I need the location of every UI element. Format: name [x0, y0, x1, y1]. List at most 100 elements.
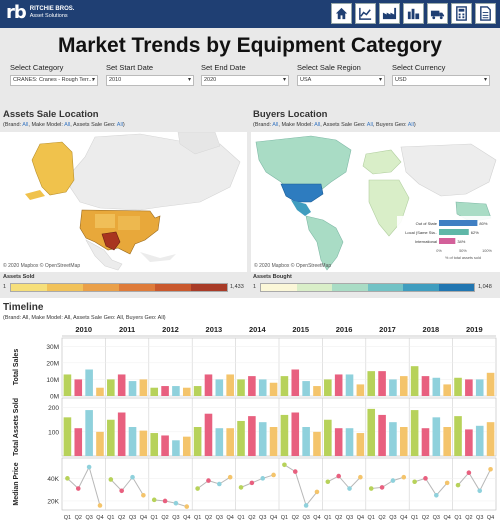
timeline-bar[interactable]	[248, 376, 256, 396]
timeline-bar[interactable]	[128, 427, 137, 456]
timeline-bar[interactable]	[421, 376, 430, 396]
timeline-bar[interactable]	[399, 376, 408, 396]
median-price-point[interactable]	[336, 473, 341, 479]
home-button[interactable]	[331, 3, 352, 24]
assets-geo-value[interactable]: All	[366, 122, 373, 128]
start-date-select[interactable]: 2010	[106, 75, 194, 86]
median-price-point[interactable]	[477, 488, 483, 494]
timeline-bar[interactable]	[63, 417, 72, 456]
timeline-bar[interactable]	[486, 372, 495, 396]
median-price-point[interactable]	[401, 474, 407, 480]
timeline-bar[interactable]	[269, 382, 278, 396]
timeline-bar[interactable]	[85, 369, 93, 396]
timeline-bar[interactable]	[258, 379, 267, 396]
timeline-bar[interactable]	[182, 436, 191, 456]
end-date-select[interactable]: 2020	[201, 75, 289, 86]
timeline-bar[interactable]	[367, 408, 376, 456]
timeline-bar[interactable]	[269, 427, 278, 456]
median-price-point[interactable]	[65, 476, 70, 481]
median-price-point[interactable]	[455, 482, 461, 488]
timeline-bar[interactable]	[85, 410, 93, 456]
median-price-point[interactable]	[466, 470, 472, 475]
timeline-bar[interactable]	[280, 414, 289, 456]
median-price-point[interactable]	[303, 503, 309, 508]
buyers-location-map[interactable]: Out of State 80% Local (Same Sta.. 62% Inter…	[251, 132, 500, 272]
median-price-point[interactable]	[347, 486, 352, 491]
sale-region-select[interactable]: USA	[297, 75, 385, 86]
calculator-button[interactable]	[451, 3, 472, 24]
median-price-point[interactable]	[206, 478, 211, 483]
timeline-bar[interactable]	[237, 379, 245, 396]
timeline-bar[interactable]	[107, 379, 115, 396]
median-price-point[interactable]	[227, 474, 233, 480]
timeline-bar[interactable]	[378, 371, 386, 396]
median-price-point[interactable]	[368, 486, 374, 491]
timeline-bar[interactable]	[356, 433, 365, 456]
median-price-point[interactable]	[314, 489, 320, 495]
timeline-bar[interactable]	[356, 384, 365, 396]
timeline-bar[interactable]	[63, 374, 72, 396]
timeline-bar[interactable]	[150, 387, 159, 396]
median-price-point[interactable]	[75, 486, 81, 491]
timeline-bar[interactable]	[182, 387, 191, 396]
timeline-bar[interactable]	[193, 386, 202, 396]
category-select[interactable]: CRANES: Cranes - Rough Terr...	[10, 75, 98, 86]
timeline-bar[interactable]	[128, 381, 137, 396]
timeline-bar[interactable]	[280, 376, 289, 396]
timeline-bar[interactable]	[302, 381, 310, 396]
median-price-point[interactable]	[249, 480, 255, 486]
make-model-value[interactable]: All	[64, 122, 71, 128]
timeline-bar[interactable]	[367, 371, 376, 396]
timeline-bar[interactable]	[324, 379, 332, 396]
timeline-bar[interactable]	[150, 433, 159, 456]
timeline-bar[interactable]	[172, 440, 180, 456]
make-model-value[interactable]: All	[314, 122, 321, 128]
timeline-bar[interactable]	[345, 374, 354, 396]
timeline-bar[interactable]	[117, 374, 126, 396]
timeline-bar[interactable]	[334, 428, 343, 456]
timeline-bar[interactable]	[193, 427, 202, 456]
timeline-bar[interactable]	[226, 374, 234, 396]
median-price-point[interactable]	[282, 462, 287, 468]
truck-button[interactable]	[427, 3, 448, 24]
inset-bar[interactable]	[439, 220, 478, 226]
median-price-point[interactable]	[195, 486, 200, 491]
timeline-bar[interactable]	[258, 422, 267, 456]
timeline-bar[interactable]	[161, 435, 169, 456]
timeline-bar[interactable]	[204, 374, 213, 396]
timeline-bar[interactable]	[237, 420, 245, 456]
median-price-point[interactable]	[86, 464, 92, 470]
median-price-point[interactable]	[325, 479, 331, 485]
timeline-bar[interactable]	[215, 428, 224, 456]
median-price-point[interactable]	[97, 503, 103, 508]
timeline-bar[interactable]	[313, 431, 321, 456]
median-price-point[interactable]	[423, 476, 428, 481]
median-price-point[interactable]	[108, 477, 114, 482]
timeline-bar[interactable]	[410, 366, 419, 396]
timeline-bar[interactable]	[96, 431, 104, 456]
timeline-bar[interactable]	[161, 386, 169, 396]
median-price-point[interactable]	[412, 479, 417, 485]
timeline-bar[interactable]	[421, 428, 430, 456]
timeline-bar[interactable]	[139, 379, 148, 396]
industry-button[interactable]	[403, 3, 424, 24]
timeline-bar[interactable]	[313, 386, 321, 396]
timeline-bar[interactable]	[378, 414, 386, 456]
brand-value[interactable]: All	[272, 122, 279, 128]
timeline-bar[interactable]	[172, 386, 180, 396]
timeline-bar[interactable]	[410, 410, 419, 456]
timeline-bar[interactable]	[324, 419, 332, 456]
brand-value[interactable]: All	[22, 122, 29, 128]
timeline-bar[interactable]	[74, 428, 83, 456]
median-price-point[interactable]	[260, 476, 266, 481]
median-price-point[interactable]	[271, 472, 276, 478]
timeline-bar[interactable]	[454, 377, 462, 396]
timeline-bar[interactable]	[465, 429, 473, 456]
median-price-point[interactable]	[358, 474, 363, 480]
median-price-point[interactable]	[488, 467, 493, 472]
inset-bar[interactable]	[439, 229, 469, 235]
timeline-bar[interactable]	[334, 374, 343, 396]
timeline-bar[interactable]	[74, 379, 83, 396]
timeline-bar[interactable]	[389, 422, 397, 456]
timeline-bar[interactable]	[443, 427, 451, 456]
